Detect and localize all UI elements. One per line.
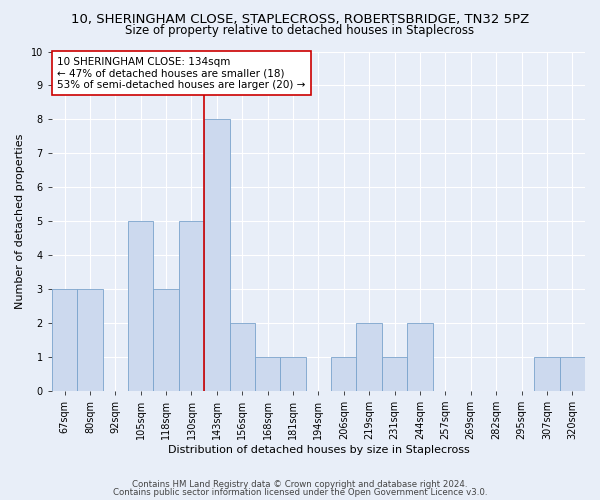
- Bar: [534, 357, 560, 391]
- Bar: [52, 289, 77, 391]
- Y-axis label: Number of detached properties: Number of detached properties: [15, 134, 25, 309]
- Bar: [331, 357, 356, 391]
- Bar: [128, 221, 154, 391]
- Bar: [204, 120, 230, 391]
- Text: 10 SHERINGHAM CLOSE: 134sqm
← 47% of detached houses are smaller (18)
53% of sem: 10 SHERINGHAM CLOSE: 134sqm ← 47% of det…: [57, 56, 305, 90]
- Bar: [77, 289, 103, 391]
- Bar: [255, 357, 280, 391]
- Bar: [560, 357, 585, 391]
- Bar: [230, 323, 255, 391]
- X-axis label: Distribution of detached houses by size in Staplecross: Distribution of detached houses by size …: [167, 445, 469, 455]
- Text: Contains public sector information licensed under the Open Government Licence v3: Contains public sector information licen…: [113, 488, 487, 497]
- Bar: [356, 323, 382, 391]
- Text: Contains HM Land Registry data © Crown copyright and database right 2024.: Contains HM Land Registry data © Crown c…: [132, 480, 468, 489]
- Bar: [382, 357, 407, 391]
- Text: 10, SHERINGHAM CLOSE, STAPLECROSS, ROBERTSBRIDGE, TN32 5PZ: 10, SHERINGHAM CLOSE, STAPLECROSS, ROBER…: [71, 12, 529, 26]
- Bar: [407, 323, 433, 391]
- Text: Size of property relative to detached houses in Staplecross: Size of property relative to detached ho…: [125, 24, 475, 37]
- Bar: [154, 289, 179, 391]
- Bar: [280, 357, 306, 391]
- Bar: [179, 221, 204, 391]
